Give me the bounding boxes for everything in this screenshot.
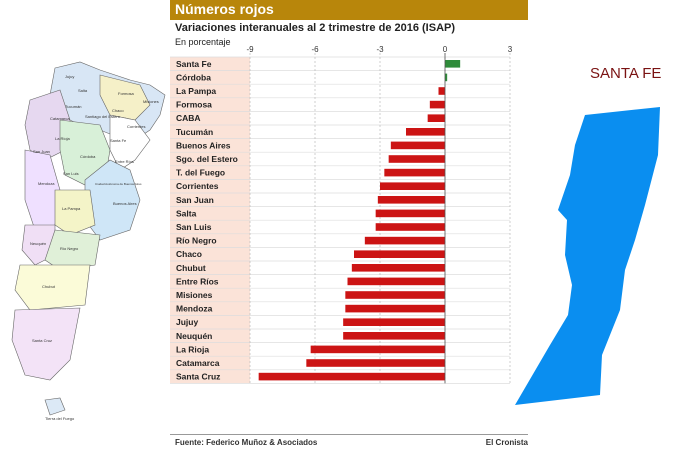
brand-label: El Cronista (485, 438, 528, 447)
map-label-buenos-aires: Buenos Aires (113, 201, 137, 206)
map-label-chaco: Chaco (112, 108, 124, 113)
data-bar (445, 73, 448, 82)
category-label: Tucumán (176, 127, 213, 137)
data-bar (406, 128, 445, 136)
data-bar (390, 141, 445, 150)
map-label-santiago: Santiago del Estero (85, 114, 121, 119)
category-label: Catamarca (176, 358, 220, 368)
category-label: La Rioja (176, 344, 209, 354)
data-bar (364, 236, 445, 245)
x-tick-label: -6 (311, 45, 319, 54)
data-bar (345, 304, 445, 313)
x-tick-label: 0 (443, 45, 448, 54)
santa-fe-province-shape (515, 107, 660, 405)
data-bar (343, 318, 445, 326)
category-label: Formosa (176, 100, 212, 110)
map-label-caba: Ciudad Autónoma de Buenos Aires (95, 182, 142, 186)
category-label: Misiones (176, 290, 213, 300)
map-label-chubut: Chubut (42, 284, 56, 289)
map-label-misiones: Misiones (143, 99, 159, 104)
map-label-san-luis: San Luis (63, 171, 79, 176)
category-label: Neuquén (176, 331, 212, 341)
map-label-jujuy: Jujuy (65, 74, 74, 79)
data-bar (306, 359, 445, 367)
map-label-mendoza: Mendoza (38, 181, 55, 186)
map-region-tierra-del-fuego (44, 397, 66, 416)
data-bar (310, 345, 445, 354)
map-region-northwest (24, 89, 71, 161)
province-panel: SANTA FE (510, 55, 700, 415)
data-bar (375, 223, 445, 231)
bar-chart: -9 -6 -3 0 3 Santa Fe Córdoba La Pampa Formosa CA… (170, 45, 513, 384)
x-tick-label: 3 (508, 45, 513, 54)
category-label: Buenos Aires (176, 140, 231, 150)
category-label: Salta (176, 208, 197, 218)
map-label-tierra-del-fuego: Tierra del Fuego (45, 416, 75, 421)
data-bar (351, 264, 445, 272)
category-label: Chubut (176, 263, 206, 273)
x-tick-label: -3 (376, 45, 384, 54)
map-region-santa-cruz (11, 307, 81, 381)
data-bar (354, 250, 445, 258)
data-bar (345, 291, 445, 299)
category-label: San Juan (176, 195, 214, 205)
category-label: Chaco (176, 249, 202, 259)
category-label: Jujuy (176, 317, 198, 327)
argentina-map: Jujuy Salta Formosa Chaco Catamarca Sant… (0, 60, 170, 430)
data-bar (380, 182, 445, 190)
data-bar (429, 100, 445, 109)
category-label: Santa Cruz (176, 372, 220, 382)
category-label: Río Negro (176, 236, 217, 246)
province-title: SANTA FE (590, 65, 662, 82)
chart-panel: Números rojos Variaciones interanuales a… (170, 0, 530, 450)
map-label-entre-rios: Entre Ríos (115, 159, 134, 164)
header-bar: Números rojos (170, 0, 528, 20)
category-label: La Pampa (176, 86, 216, 96)
data-bar (388, 155, 445, 163)
chart-header-title: Números rojos (175, 1, 274, 17)
data-bar (445, 60, 461, 68)
chart-title: Variaciones interanuales al 2 trimestre … (175, 22, 456, 34)
category-label: CABA (176, 113, 201, 123)
argentina-map-svg: Jujuy Salta Formosa Chaco Catamarca Sant… (11, 61, 166, 421)
x-tick-label: -9 (246, 45, 254, 54)
map-label-rio-negro: Río Negro (60, 246, 79, 251)
category-label: T. del Fuego (176, 168, 225, 178)
category-label: Sgo. del Estero (176, 154, 238, 164)
data-bar (377, 196, 445, 204)
map-label-la-rioja: La Rioja (55, 136, 70, 141)
data-bar (347, 277, 445, 286)
map-region-chubut (14, 264, 91, 311)
map-region-pampa (54, 189, 96, 236)
map-label-santa-cruz: Santa Cruz (32, 338, 52, 343)
category-label: Santa Fe (176, 59, 212, 69)
category-label: Entre Ríos (176, 276, 219, 286)
category-label: Mendoza (176, 304, 213, 314)
map-label-formosa: Formosa (118, 91, 135, 96)
category-label: San Luis (176, 222, 212, 232)
map-label-salta: Salta (78, 88, 88, 93)
map-label-corrientes: Corrientes (127, 124, 145, 129)
map-label-tucuman: Tucumán (65, 104, 82, 109)
santa-fe-shape (515, 107, 660, 405)
category-label: Corrientes (176, 181, 219, 191)
footer-rule (170, 434, 528, 435)
map-label-catamarca: Catamarca (50, 116, 70, 121)
data-bar (427, 114, 445, 122)
data-bar (375, 209, 445, 218)
data-bar (343, 332, 445, 340)
data-bar (384, 168, 445, 177)
map-label-santa-fe: Santa Fe (110, 138, 127, 143)
data-bar (438, 87, 445, 95)
map-label-san-juan: San Juan (33, 149, 50, 154)
map-label-neuquen: Neuquén (30, 241, 46, 246)
map-region-mesopotamia (109, 114, 151, 171)
map-label-la-pampa: La Pampa (62, 206, 81, 211)
map-label-cordoba: Córdoba (80, 154, 96, 159)
category-label: Córdoba (176, 72, 211, 82)
data-bar (258, 372, 445, 381)
chart-subtitle: En porcentaje (175, 37, 231, 47)
chart-source: Fuente: Federico Muñoz & Asociados (175, 438, 318, 447)
